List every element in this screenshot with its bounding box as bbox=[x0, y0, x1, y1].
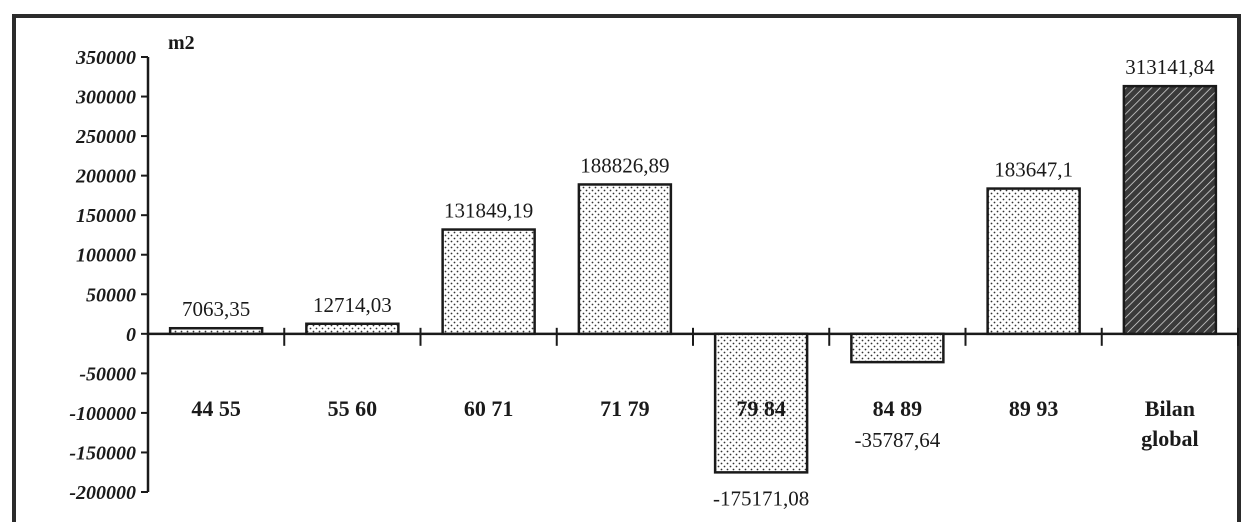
bar bbox=[1122, 84, 1218, 336]
y-tick-label: 150000 bbox=[76, 205, 136, 227]
y-tick-label: 350000 bbox=[75, 47, 136, 69]
category-label: 60 71 bbox=[464, 396, 514, 421]
bar-value-label: 183647,1 bbox=[994, 158, 1073, 182]
bar bbox=[441, 228, 536, 336]
y-tick-label: -100000 bbox=[69, 403, 136, 425]
bar bbox=[305, 322, 400, 336]
category-label: 44 55 bbox=[191, 396, 241, 421]
y-tick-label: -200000 bbox=[69, 482, 136, 504]
y-tick-label: 250000 bbox=[75, 126, 136, 148]
y-tick-label: 200000 bbox=[75, 166, 136, 188]
bar-value-label: 131849,19 bbox=[444, 199, 533, 223]
y-tick-label: -150000 bbox=[69, 442, 136, 464]
category-label: 55 60 bbox=[328, 396, 378, 421]
bar bbox=[168, 326, 264, 336]
y-tick-label: 50000 bbox=[86, 284, 136, 306]
category-label: 84 89 bbox=[873, 396, 923, 421]
chart-frame bbox=[12, 14, 1241, 522]
bar-value-label: 12714,03 bbox=[313, 293, 392, 317]
category-label: 79 84 bbox=[736, 396, 786, 421]
bar-value-label: 7063,35 bbox=[182, 297, 250, 321]
bar-value-label: -175171,08 bbox=[713, 486, 809, 510]
y-tick-label: 0 bbox=[126, 324, 136, 346]
bar-value-label: 313141,84 bbox=[1125, 55, 1215, 79]
category-label: Bilan global bbox=[1141, 396, 1198, 451]
bar bbox=[577, 183, 673, 336]
bar bbox=[986, 187, 1081, 336]
y-tick-label: -50000 bbox=[79, 363, 136, 385]
bar bbox=[713, 332, 809, 474]
category-label: 71 79 bbox=[600, 396, 650, 421]
y-tick-label: 100000 bbox=[76, 245, 136, 267]
y-tick-label: 300000 bbox=[75, 87, 136, 109]
category-label: 89 93 bbox=[1009, 396, 1059, 421]
bar-value-label: 188826,89 bbox=[580, 153, 669, 177]
bar bbox=[850, 332, 945, 364]
bar-value-label: -35787,64 bbox=[855, 428, 941, 452]
y-axis-unit-label: m2 bbox=[168, 32, 195, 54]
